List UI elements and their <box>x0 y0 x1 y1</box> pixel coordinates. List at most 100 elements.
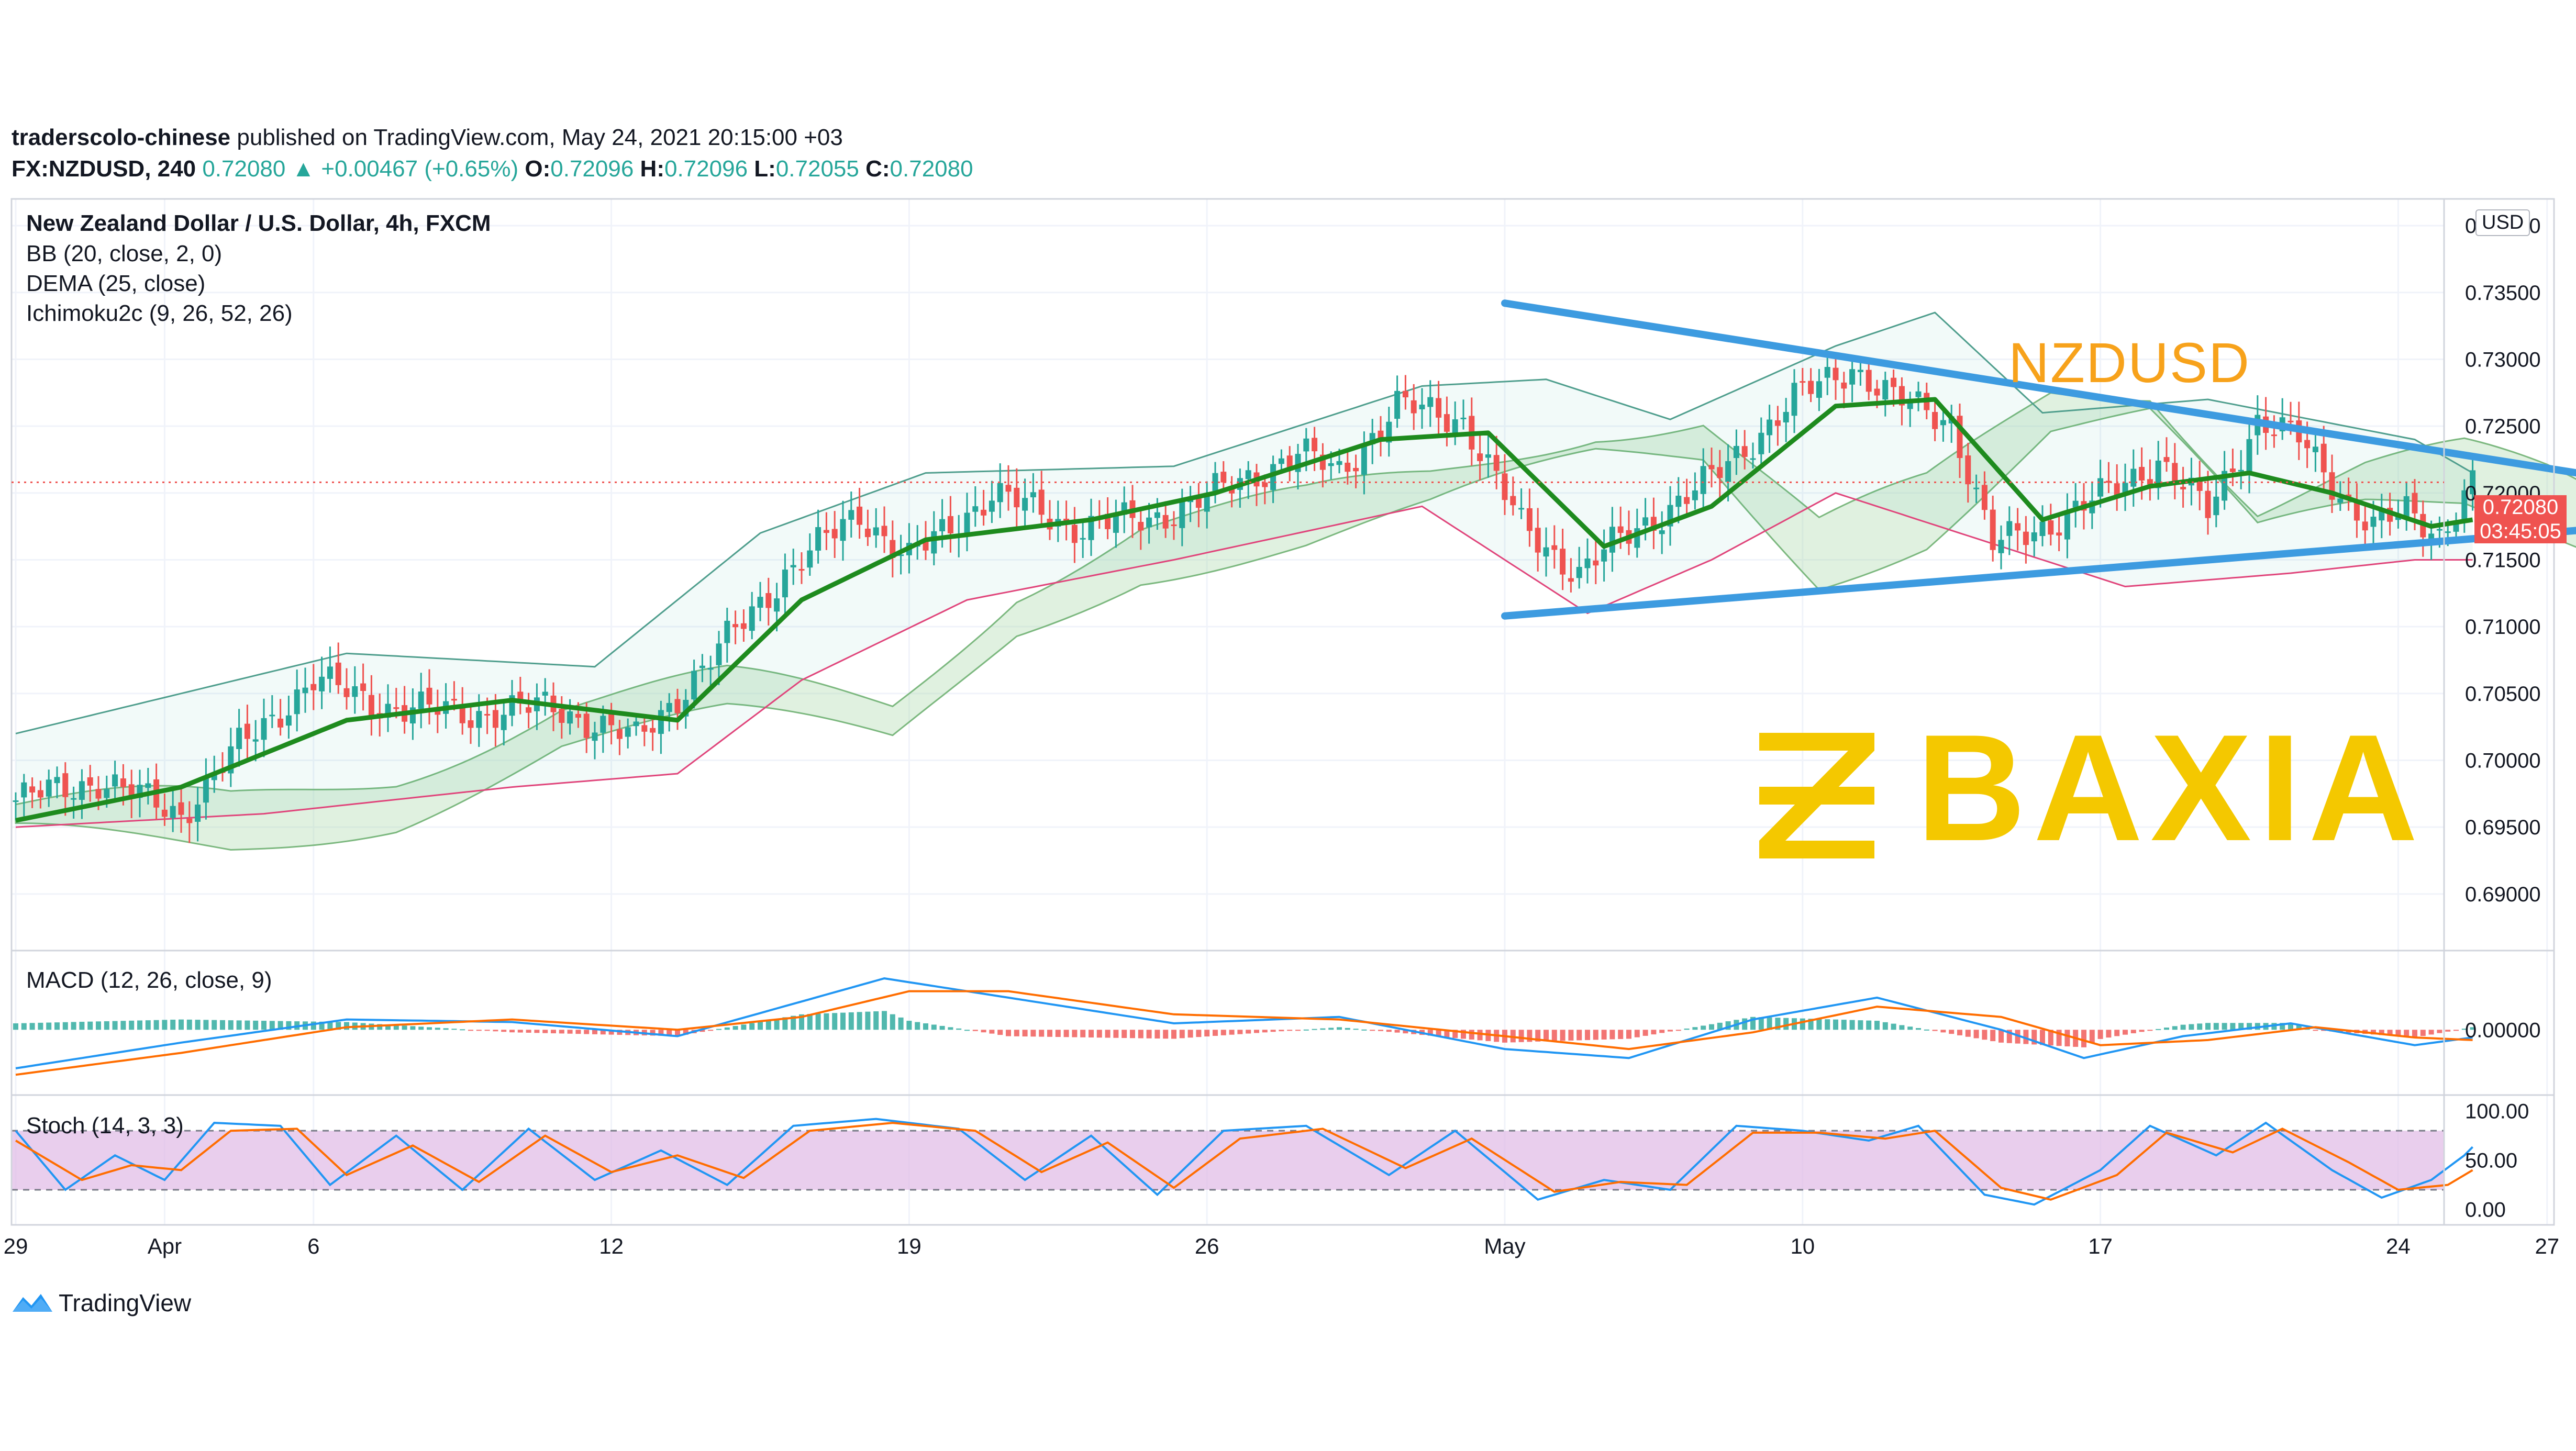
candle-body <box>1436 398 1442 418</box>
candle-body <box>1684 497 1690 504</box>
bb-legend[interactable]: BB (20, close, 2, 0) <box>26 241 223 266</box>
candle-body <box>1485 454 1491 458</box>
candle-body <box>1874 388 1880 396</box>
candle-body <box>2031 532 2037 542</box>
candle <box>2180 466 2186 508</box>
macd-histogram-bar <box>774 1019 780 1030</box>
candle <box>1427 380 1434 427</box>
candle <box>848 492 854 538</box>
candle-body <box>683 699 689 717</box>
candle-body <box>1162 515 1169 529</box>
macd-histogram-bar <box>1237 1030 1243 1034</box>
candle <box>2048 504 2054 546</box>
time-tick-label: 26 <box>1195 1234 1219 1258</box>
macd-histogram-bar <box>1609 1030 1615 1040</box>
author-name[interactable]: traderscolo-chinese <box>12 125 231 150</box>
macd-histogram-bar <box>1279 1030 1284 1032</box>
candle-body <box>1973 487 1980 489</box>
candle <box>1345 450 1351 485</box>
tradingview-footer[interactable]: TradingView <box>12 1289 191 1317</box>
candle <box>1444 396 1450 447</box>
macd-legend[interactable]: MACD (12, 26, close, 9) <box>26 967 272 993</box>
macd-histogram-bar <box>1932 1030 1938 1031</box>
macd-histogram-bar <box>468 1030 473 1031</box>
macd-histogram-bar <box>1767 1017 1772 1030</box>
candle-body <box>2379 509 2385 521</box>
candle <box>1990 495 1996 562</box>
macd-histogram-bar <box>493 1030 498 1032</box>
candle <box>1312 427 1318 471</box>
macd-histogram-bar <box>1154 1030 1160 1039</box>
candle <box>1038 471 1045 526</box>
candle <box>947 496 953 553</box>
macd-histogram-bar <box>2461 1029 2467 1030</box>
candle-body <box>1080 538 1086 540</box>
candle-body <box>815 527 821 551</box>
candle-body <box>2205 490 2211 518</box>
candle-body <box>476 711 482 728</box>
candle <box>790 549 796 585</box>
candle <box>1774 406 1781 446</box>
candle-body <box>1535 528 1541 553</box>
candle <box>1030 473 1036 513</box>
symbol-label[interactable]: FX:NZDUSD, 240 <box>12 156 196 182</box>
macd-histogram-bar <box>1783 1018 1789 1030</box>
candle <box>2023 516 2029 564</box>
ichimoku-cloud <box>15 392 2576 851</box>
main-series-title[interactable]: New Zealand Dollar / U.S. Dollar, 4h, FX… <box>26 210 491 236</box>
candle-body <box>2172 463 2178 485</box>
candle <box>740 609 747 642</box>
candle <box>29 777 36 808</box>
macd-histogram-bar <box>2048 1030 2053 1046</box>
candle <box>310 664 317 710</box>
ohlc-line: FX:NZDUSD, 240 0.72080 ▲ +0.00467 (+0.65… <box>12 156 973 182</box>
macd-histogram-bar <box>2089 1030 2095 1043</box>
candle-body <box>1195 495 1202 508</box>
low-label: L: <box>754 156 776 182</box>
candle <box>1841 372 1847 409</box>
ichimoku-legend[interactable]: Ichimoku2c (9, 26, 52, 26) <box>26 300 293 326</box>
candle-body <box>145 783 151 788</box>
macd-histogram-bar <box>1833 1019 1838 1030</box>
candle-body <box>1014 487 1020 508</box>
candle-body <box>1617 526 1624 533</box>
candle-body <box>104 789 110 798</box>
candle <box>997 463 1003 518</box>
candle-body <box>37 790 43 798</box>
candle-body <box>2015 523 2021 531</box>
candle <box>285 695 292 739</box>
currency-label[interactable]: USD <box>2475 209 2530 236</box>
macd-histogram-bar <box>824 1013 829 1030</box>
macd-histogram-bar <box>509 1030 515 1033</box>
candle-body <box>2412 493 2418 514</box>
candle-body <box>236 728 242 750</box>
candle <box>1121 486 1127 533</box>
publish-line: traderscolo-chinese published on Trading… <box>12 125 843 151</box>
macd-histogram-bar <box>1452 1030 1458 1038</box>
stoch-legend[interactable]: Stoch (14, 3, 3) <box>26 1113 184 1139</box>
candle-body <box>2006 521 2013 536</box>
candle <box>252 720 259 762</box>
macd-histogram-bar <box>2006 1030 2012 1043</box>
candle-body <box>1369 433 1375 444</box>
macd-histogram-bar <box>137 1020 142 1030</box>
candle <box>128 769 135 818</box>
macd-histogram-bar <box>153 1020 159 1030</box>
candle <box>1171 511 1177 540</box>
candle-body <box>873 527 879 535</box>
macd-histogram-bar <box>2313 1030 2318 1031</box>
candle-body <box>1402 390 1408 398</box>
candle-body <box>2453 524 2459 532</box>
candle <box>145 767 151 805</box>
candle-body <box>724 620 730 643</box>
dema-legend[interactable]: DEMA (25, close) <box>26 271 206 296</box>
candle <box>302 667 308 713</box>
dema-line <box>15 397 2473 823</box>
candle-body <box>2337 498 2344 503</box>
macd-histogram-bar <box>542 1030 548 1033</box>
candle <box>360 663 367 711</box>
macd-histogram-bar <box>54 1022 60 1030</box>
candle-body <box>178 802 184 815</box>
candle-body <box>327 666 333 679</box>
